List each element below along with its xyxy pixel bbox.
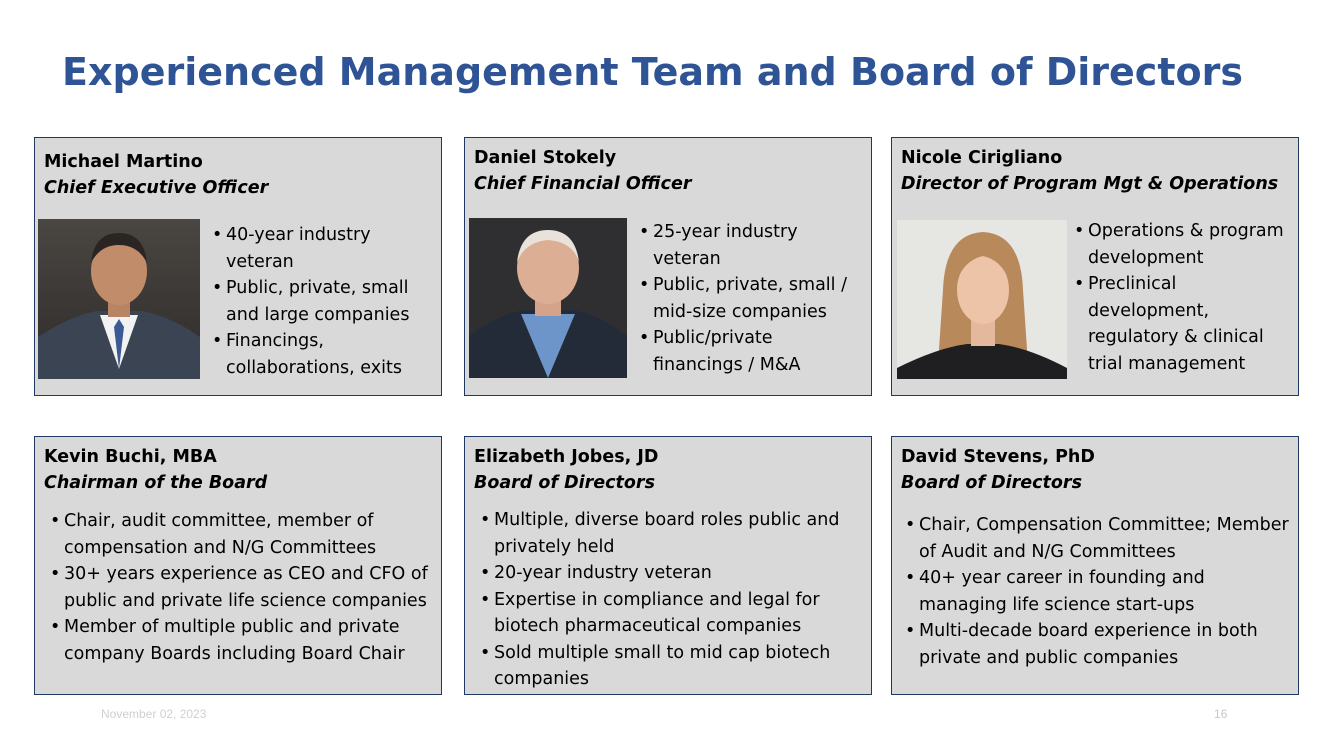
bullet-item: Preclinical development, regulatory & cl… xyxy=(1074,271,1296,377)
bullet-item: Multi-decade board experience in both pr… xyxy=(905,618,1297,671)
bullet-list: 25-year industry veteran Public, private… xyxy=(639,219,865,378)
portrait-photo xyxy=(469,218,627,378)
person-name: David Stevens, PhD xyxy=(901,447,1095,467)
person-role: Chief Financial Officer xyxy=(474,174,692,194)
bullet-item: Member of multiple public and private co… xyxy=(50,614,438,667)
slide-title: Experienced Management Team and Board of… xyxy=(62,50,1243,94)
card-david-stevens: David Stevens, PhD Board of Directors Ch… xyxy=(891,436,1299,695)
bullet-item: Chair, Compensation Committee; Member of… xyxy=(905,512,1297,565)
bullet-item: 40+ year career in founding and managing… xyxy=(905,565,1297,618)
bullet-item: Financings, collaborations, exits xyxy=(212,328,436,381)
page-number: 16 xyxy=(1214,707,1228,721)
person-role: Board of Directors xyxy=(901,473,1082,493)
bullet-item: Public, private, small / mid-size compan… xyxy=(639,272,865,325)
person-name: Kevin Buchi, MBA xyxy=(44,447,217,467)
bullet-list: Chair, audit committee, member of compen… xyxy=(50,508,438,667)
bullet-item: 30+ years experience as CEO and CFO of p… xyxy=(50,561,438,614)
card-elizabeth-jobes: Elizabeth Jobes, JD Board of Directors M… xyxy=(464,436,872,695)
footer-date: November 02, 2023 xyxy=(101,707,207,721)
bullet-item: Sold multiple small to mid cap biotech c… xyxy=(480,640,870,693)
person-role: Chief Executive Officer xyxy=(44,178,269,198)
bullet-list: 40-year industry veteran Public, private… xyxy=(212,222,436,381)
person-name: Nicole Cirigliano xyxy=(901,148,1063,168)
portrait-photo xyxy=(897,220,1067,379)
bullet-list: Chair, Compensation Committee; Member of… xyxy=(905,512,1297,671)
person-name: Daniel Stokely xyxy=(474,148,617,168)
person-role: Board of Directors xyxy=(474,473,655,493)
bullet-item: 25-year industry veteran xyxy=(639,219,865,272)
person-name: Elizabeth Jobes, JD xyxy=(474,447,659,467)
person-name: Michael Martino xyxy=(44,152,203,172)
portrait-photo xyxy=(38,219,200,379)
card-nicole-cirigliano: Nicole Cirigliano Director of Program Mg… xyxy=(891,137,1299,396)
bullet-item: Chair, audit committee, member of compen… xyxy=(50,508,438,561)
bullet-item: 20-year industry veteran xyxy=(480,560,870,587)
bullet-item: Public, private, small and large compani… xyxy=(212,275,436,328)
card-michael-martino: Michael Martino Chief Executive Officer … xyxy=(34,137,442,396)
person-role: Director of Program Mgt & Operations xyxy=(901,174,1279,194)
person-role: Chairman of the Board xyxy=(44,473,268,493)
card-kevin-buchi: Kevin Buchi, MBA Chairman of the Board C… xyxy=(34,436,442,695)
bullet-item: Operations & program development xyxy=(1074,218,1296,271)
bullet-item: 40-year industry veteran xyxy=(212,222,436,275)
bullet-item: Public/private financings / M&A xyxy=(639,325,865,378)
bullet-list: Multiple, diverse board roles public and… xyxy=(480,507,870,693)
bullet-list: Operations & program development Preclin… xyxy=(1074,218,1296,377)
card-daniel-stokely: Daniel Stokely Chief Financial Officer 2… xyxy=(464,137,872,396)
bullet-item: Multiple, diverse board roles public and… xyxy=(480,507,870,560)
bullet-item: Expertise in compliance and legal for bi… xyxy=(480,587,870,640)
